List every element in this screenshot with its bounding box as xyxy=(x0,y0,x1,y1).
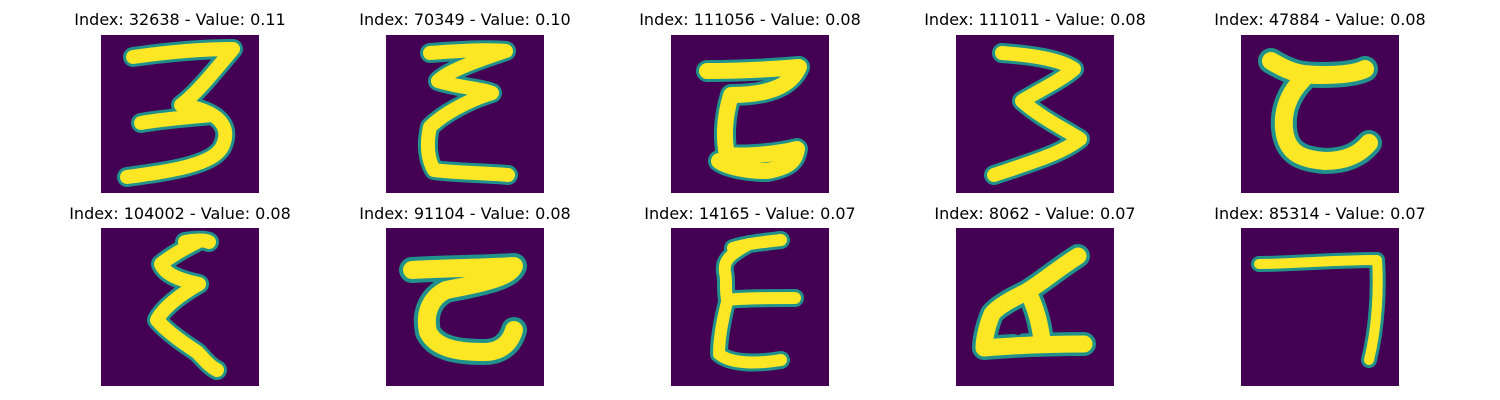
panel-7: Index: 91104 - Value: 0.08 xyxy=(315,194,615,386)
panel-10: Index: 85314 - Value: 0.07 xyxy=(1170,194,1470,386)
panel-title: Index: 14165 - Value: 0.07 xyxy=(644,204,856,223)
digit-image xyxy=(101,228,259,386)
digit-image xyxy=(671,228,829,386)
panel-4: Index: 111011 - Value: 0.08 xyxy=(885,0,1185,193)
panel-title: Index: 8062 - Value: 0.07 xyxy=(934,204,1136,223)
panel-title: Index: 104002 - Value: 0.08 xyxy=(69,204,291,223)
digit-image xyxy=(386,228,544,386)
panel-title: Index: 32638 - Value: 0.11 xyxy=(74,10,286,29)
digit-image xyxy=(956,228,1114,386)
panel-title: Index: 111011 - Value: 0.08 xyxy=(924,10,1146,29)
digit-image xyxy=(1241,35,1399,193)
digit-image xyxy=(101,35,259,193)
panel-3: Index: 111056 - Value: 0.08 xyxy=(600,0,900,193)
panel-title: Index: 91104 - Value: 0.08 xyxy=(359,204,571,223)
panel-title: Index: 111056 - Value: 0.08 xyxy=(639,10,861,29)
digit-image xyxy=(671,35,829,193)
digit-image xyxy=(386,35,544,193)
digit-image xyxy=(1241,228,1399,386)
panel-9: Index: 8062 - Value: 0.07 xyxy=(885,194,1185,386)
panel-2: Index: 70349 - Value: 0.10 xyxy=(315,0,615,193)
panel-title: Index: 85314 - Value: 0.07 xyxy=(1214,204,1426,223)
panel-1: Index: 32638 - Value: 0.11 xyxy=(30,0,330,193)
digit-image xyxy=(956,35,1114,193)
panel-5: Index: 47884 - Value: 0.08 xyxy=(1170,0,1470,193)
panel-title: Index: 70349 - Value: 0.10 xyxy=(359,10,571,29)
panel-8: Index: 14165 - Value: 0.07 xyxy=(600,194,900,386)
panel-title: Index: 47884 - Value: 0.08 xyxy=(1214,10,1426,29)
panel-6: Index: 104002 - Value: 0.08 xyxy=(30,194,330,386)
